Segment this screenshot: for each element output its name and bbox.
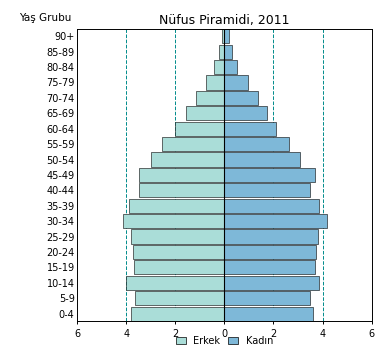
Title: Nüfus Piramidi, 2011: Nüfus Piramidi, 2011 bbox=[159, 14, 290, 27]
Bar bbox=[139, 183, 224, 197]
Bar bbox=[162, 137, 224, 151]
Bar bbox=[224, 276, 319, 290]
Bar bbox=[221, 29, 224, 43]
Bar bbox=[224, 183, 310, 197]
Bar bbox=[196, 91, 224, 105]
Bar bbox=[224, 45, 232, 59]
Bar bbox=[224, 60, 237, 74]
Bar bbox=[224, 106, 267, 120]
Bar bbox=[224, 168, 315, 182]
Bar bbox=[224, 152, 300, 167]
Bar bbox=[224, 122, 276, 136]
Bar bbox=[139, 168, 224, 182]
Bar bbox=[224, 291, 310, 305]
Bar bbox=[131, 230, 224, 243]
Bar bbox=[224, 137, 289, 151]
Bar bbox=[206, 75, 224, 90]
Bar bbox=[132, 245, 224, 259]
Bar bbox=[214, 60, 224, 74]
Bar bbox=[134, 260, 224, 275]
Bar bbox=[224, 214, 327, 228]
Bar bbox=[224, 245, 317, 259]
Bar bbox=[224, 230, 318, 243]
Bar bbox=[135, 291, 224, 305]
Bar bbox=[175, 122, 224, 136]
Bar bbox=[219, 45, 224, 59]
Bar bbox=[129, 198, 224, 213]
Bar bbox=[224, 75, 248, 90]
Bar bbox=[123, 214, 224, 228]
Bar bbox=[187, 106, 224, 120]
Bar bbox=[224, 307, 313, 321]
Bar bbox=[151, 152, 224, 167]
Text: Yaş Grubu: Yaş Grubu bbox=[19, 13, 71, 23]
Bar bbox=[224, 260, 315, 275]
Legend: Erkek, Kadın: Erkek, Kadın bbox=[176, 336, 273, 346]
Bar bbox=[224, 198, 319, 213]
Bar bbox=[131, 307, 224, 321]
Bar bbox=[224, 91, 258, 105]
Bar bbox=[127, 276, 224, 290]
Bar bbox=[224, 29, 229, 43]
